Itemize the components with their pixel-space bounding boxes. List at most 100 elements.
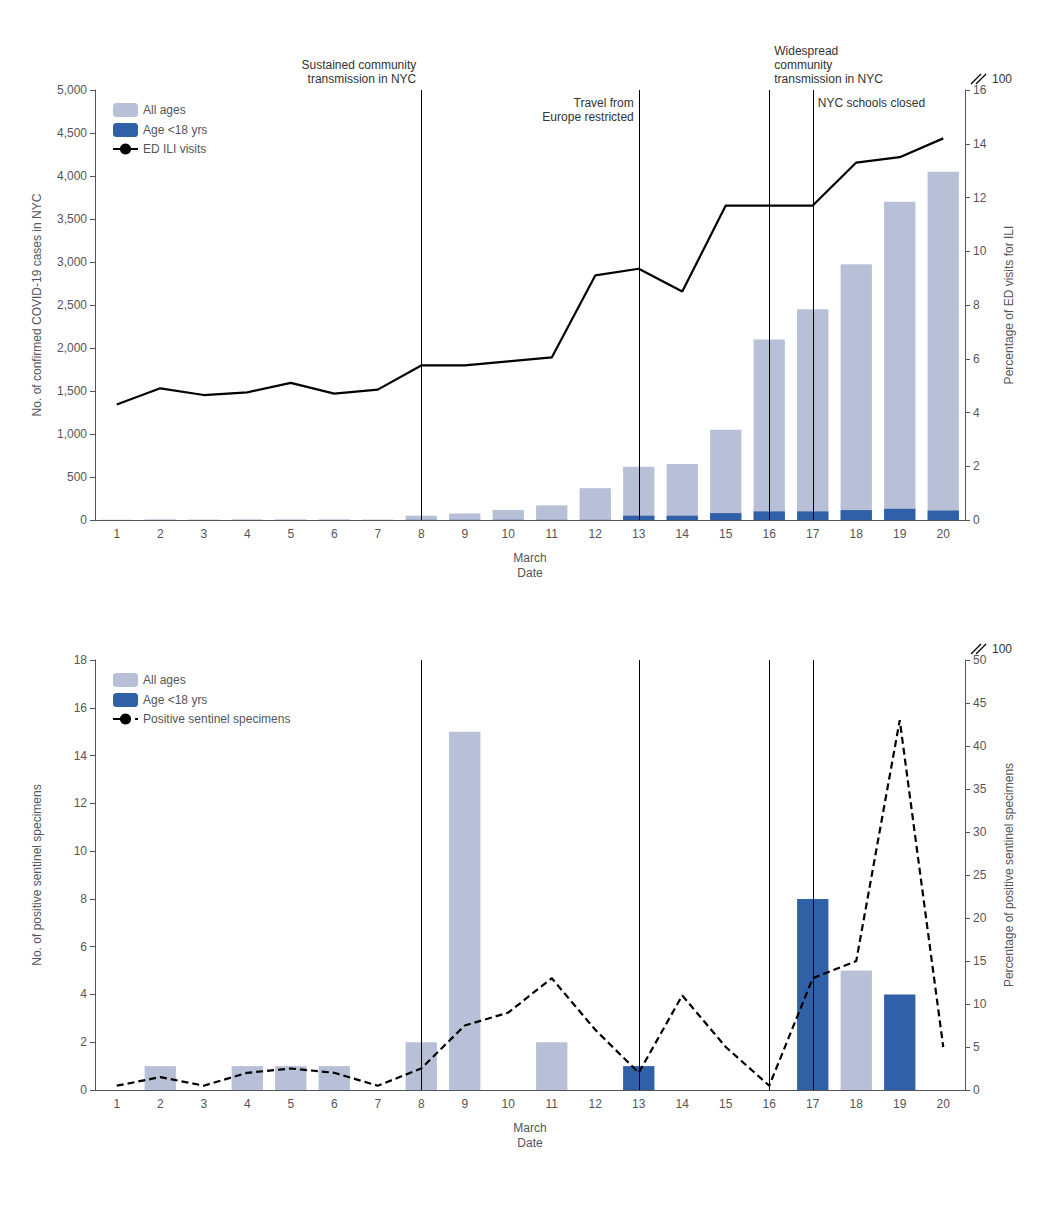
svg-text:8: 8 — [418, 527, 425, 541]
svg-text:1,500: 1,500 — [57, 384, 87, 398]
svg-text:Positive sentinel specimens: Positive sentinel specimens — [143, 712, 290, 726]
svg-text:transmission in NYC: transmission in NYC — [308, 72, 417, 86]
svg-text:0: 0 — [973, 513, 980, 527]
svg-text:9: 9 — [461, 527, 468, 541]
svg-text:Travel from: Travel from — [574, 96, 634, 110]
svg-text:Date: Date — [517, 566, 543, 580]
svg-text:25: 25 — [973, 868, 987, 882]
svg-text:11: 11 — [546, 1097, 559, 1111]
svg-text:Date: Date — [517, 1136, 543, 1150]
svg-text:100: 100 — [992, 72, 1012, 86]
svg-text:Widespread: Widespread — [774, 44, 838, 58]
svg-text:4: 4 — [244, 1097, 251, 1111]
svg-text:20: 20 — [937, 1097, 951, 1111]
svg-text:100: 100 — [992, 642, 1012, 656]
svg-text:500: 500 — [67, 470, 87, 484]
svg-text:17: 17 — [806, 527, 820, 541]
svg-text:10: 10 — [74, 844, 88, 858]
svg-text:35: 35 — [973, 782, 987, 796]
svg-text:No. of positive sentinel speci: No. of positive sentinel specimens — [30, 784, 44, 965]
svg-text:No. of confirmed COVID-19 case: No. of confirmed COVID-19 cases in NYC — [30, 193, 44, 416]
svg-text:2,500: 2,500 — [57, 298, 87, 312]
svg-text:March: March — [513, 551, 546, 565]
svg-text:4: 4 — [80, 987, 87, 1001]
svg-text:4: 4 — [973, 406, 980, 420]
svg-text:20: 20 — [973, 911, 987, 925]
svg-text:8: 8 — [80, 892, 87, 906]
svg-text:18: 18 — [850, 1097, 864, 1111]
svg-text:All ages: All ages — [143, 103, 186, 117]
svg-text:13: 13 — [632, 527, 646, 541]
svg-text:3: 3 — [200, 527, 207, 541]
svg-text:16: 16 — [763, 527, 777, 541]
svg-text:Age <18 yrs: Age <18 yrs — [143, 123, 207, 137]
svg-text:March: March — [513, 1121, 546, 1135]
svg-text:14: 14 — [676, 1097, 690, 1111]
svg-text:12: 12 — [74, 796, 88, 810]
svg-text:5: 5 — [287, 527, 294, 541]
svg-text:All ages: All ages — [143, 673, 186, 687]
svg-text:16: 16 — [763, 1097, 777, 1111]
svg-text:5: 5 — [287, 1097, 294, 1111]
svg-text:3,500: 3,500 — [57, 212, 87, 226]
svg-text:7: 7 — [374, 1097, 381, 1111]
svg-text:6: 6 — [80, 940, 87, 954]
svg-text:2: 2 — [973, 459, 980, 473]
svg-text:Europe restricted: Europe restricted — [542, 110, 633, 124]
svg-text:11: 11 — [546, 527, 559, 541]
svg-text:6: 6 — [973, 352, 980, 366]
svg-text:3: 3 — [200, 1097, 207, 1111]
svg-text:40: 40 — [973, 739, 987, 753]
svg-text:6: 6 — [331, 1097, 338, 1111]
svg-text:15: 15 — [973, 954, 987, 968]
svg-text:6: 6 — [331, 527, 338, 541]
svg-text:12: 12 — [589, 527, 603, 541]
svg-text:1: 1 — [113, 1097, 120, 1111]
svg-text:50: 50 — [973, 653, 987, 667]
svg-text:18: 18 — [74, 653, 88, 667]
svg-text:14: 14 — [973, 137, 987, 151]
svg-text:12: 12 — [589, 1097, 603, 1111]
svg-text:2: 2 — [157, 527, 164, 541]
svg-text:10: 10 — [973, 244, 987, 258]
svg-text:Percentage of ED visits for IL: Percentage of ED visits for ILI — [1002, 226, 1016, 385]
svg-text:17: 17 — [806, 1097, 820, 1111]
svg-text:transmission in NYC: transmission in NYC — [774, 72, 883, 86]
svg-text:4,500: 4,500 — [57, 126, 87, 140]
svg-text:community: community — [774, 58, 832, 72]
svg-text:14: 14 — [74, 749, 88, 763]
svg-text:Sustained community: Sustained community — [302, 58, 417, 72]
svg-text:0: 0 — [973, 1083, 980, 1097]
svg-text:NYC schools closed: NYC schools closed — [818, 96, 925, 110]
svg-text:4,000: 4,000 — [57, 169, 87, 183]
svg-text:1,000: 1,000 — [57, 427, 87, 441]
svg-text:0: 0 — [80, 513, 87, 527]
svg-text:1: 1 — [113, 527, 120, 541]
svg-text:16: 16 — [74, 701, 88, 715]
svg-text:5: 5 — [973, 1040, 980, 1054]
svg-text:7: 7 — [374, 527, 381, 541]
svg-text:5,000: 5,000 — [57, 83, 87, 97]
svg-text:19: 19 — [893, 1097, 907, 1111]
svg-text:9: 9 — [461, 1097, 468, 1111]
svg-text:20: 20 — [937, 527, 951, 541]
svg-text:12: 12 — [973, 191, 987, 205]
svg-text:ED ILI visits: ED ILI visits — [143, 142, 206, 156]
svg-text:2,000: 2,000 — [57, 341, 87, 355]
svg-text:13: 13 — [632, 1097, 646, 1111]
svg-text:10: 10 — [973, 997, 987, 1011]
svg-text:10: 10 — [502, 1097, 516, 1111]
svg-text:14: 14 — [676, 527, 690, 541]
svg-text:8: 8 — [973, 298, 980, 312]
svg-text:18: 18 — [850, 527, 864, 541]
svg-text:2: 2 — [80, 1035, 87, 1049]
svg-text:15: 15 — [719, 527, 733, 541]
svg-text:Age <18 yrs: Age <18 yrs — [143, 693, 207, 707]
svg-text:8: 8 — [418, 1097, 425, 1111]
svg-text:10: 10 — [502, 527, 516, 541]
svg-text:0: 0 — [80, 1083, 87, 1097]
svg-text:4: 4 — [244, 527, 251, 541]
svg-text:15: 15 — [719, 1097, 733, 1111]
svg-text:3,000: 3,000 — [57, 255, 87, 269]
svg-text:2: 2 — [157, 1097, 164, 1111]
